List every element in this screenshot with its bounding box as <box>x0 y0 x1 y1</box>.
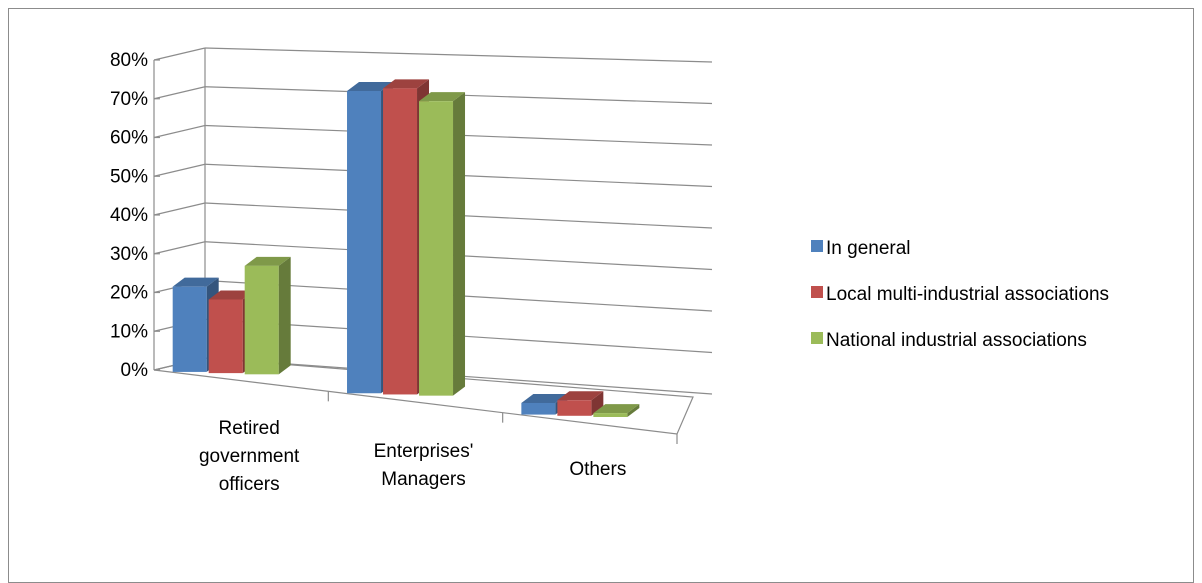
y-tick-label: 40% <box>110 205 148 226</box>
legend: In general Local multi-industrial associa… <box>811 238 1109 351</box>
legend-item: Local multi-industrial associations <box>811 284 1109 305</box>
bar <box>557 391 604 416</box>
y-tick-label: 10% <box>110 321 148 342</box>
y-tick-label: 50% <box>110 166 148 187</box>
legend-swatch <box>811 286 823 298</box>
side-gridline <box>153 163 206 177</box>
y-tick-label: 0% <box>121 360 149 381</box>
legend-swatch <box>811 240 823 252</box>
y-tick-label: 70% <box>110 89 148 110</box>
category-label: Enterprises' Managers <box>374 441 474 490</box>
y-tick-label: 30% <box>110 244 148 265</box>
side-gridline <box>153 124 206 139</box>
legend-item: National industrial associations <box>811 330 1087 351</box>
legend-item: In general <box>811 238 911 259</box>
side-gridline <box>153 241 206 255</box>
y-tick-label: 60% <box>110 128 148 149</box>
bar <box>244 256 291 375</box>
legend-label: National industrial associations <box>826 330 1087 351</box>
gridline <box>204 47 713 63</box>
category-labels: Retired government officers Enterprises' Man… <box>199 418 626 495</box>
legend-swatch <box>811 332 823 344</box>
legend-label: In general <box>826 238 911 259</box>
bars <box>172 79 640 417</box>
bar <box>593 404 640 417</box>
category-label: Others <box>569 459 626 480</box>
side-gridline <box>153 86 206 100</box>
y-tick-label: 80% <box>110 50 148 71</box>
category-label: Retired government officers <box>199 418 300 495</box>
y-axis-ticks: 0% 10% 20% 30% 40% 50% 60% 70% 80% <box>110 50 148 381</box>
side-gridline <box>153 47 206 61</box>
side-gridline <box>153 202 206 216</box>
legend-label: Local multi-industrial associations <box>826 284 1109 305</box>
bar <box>419 92 466 396</box>
y-tick-label: 20% <box>110 283 148 304</box>
